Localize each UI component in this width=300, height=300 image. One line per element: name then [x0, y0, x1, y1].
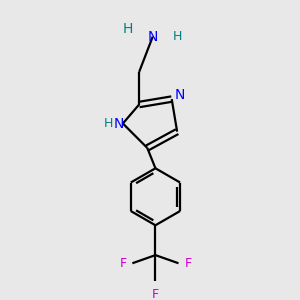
Text: H: H: [172, 30, 182, 43]
Text: N: N: [175, 88, 185, 102]
Text: N: N: [148, 30, 158, 44]
Text: F: F: [152, 288, 159, 300]
Text: H: H: [123, 22, 134, 35]
Text: N: N: [114, 116, 124, 130]
Text: F: F: [184, 257, 192, 270]
Text: H: H: [103, 117, 112, 130]
Text: F: F: [119, 257, 126, 270]
